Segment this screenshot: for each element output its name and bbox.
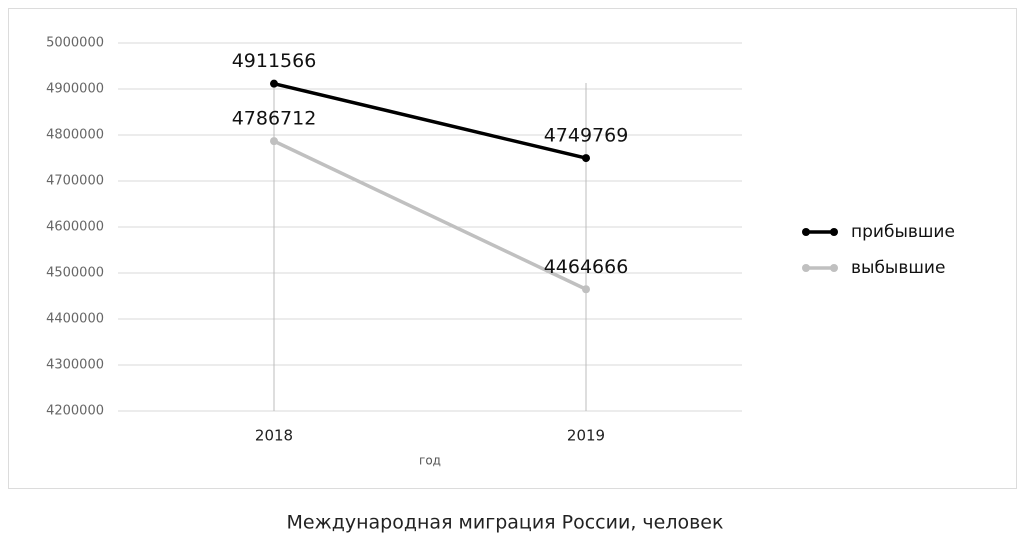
y-tick-label: 5000000 — [46, 36, 104, 51]
data-point — [582, 154, 590, 163]
legend-label: прибывшие — [851, 222, 955, 242]
legend-marker — [802, 264, 810, 272]
y-tick-label: 4800000 — [46, 128, 104, 143]
data-point — [270, 137, 278, 146]
data-label: 4911566 — [232, 50, 317, 72]
series-line — [273, 139, 587, 291]
x-axis-title: год — [419, 454, 441, 468]
y-tick-label: 4900000 — [46, 82, 104, 97]
chart-frame — [8, 8, 1017, 489]
y-tick-label: 4400000 — [46, 312, 104, 327]
y-tick-label: 4700000 — [46, 174, 104, 189]
legend-label: выбывшие — [851, 258, 945, 278]
legend-marker — [802, 228, 810, 236]
y-tick-label: 4200000 — [46, 404, 104, 419]
y-tick-label: 4600000 — [46, 220, 104, 235]
legend-marker — [830, 264, 838, 272]
series-line — [273, 81, 587, 160]
legend-marker — [830, 228, 838, 236]
x-tick-label: 2019 — [567, 427, 605, 445]
x-tick-label: 2018 — [255, 427, 293, 445]
data-point — [582, 285, 590, 294]
data-label: 4464666 — [544, 256, 629, 278]
data-label: 4749769 — [544, 125, 629, 147]
y-tick-label: 4300000 — [46, 358, 104, 373]
data-label: 4786712 — [232, 108, 317, 130]
caption: Международная миграция России, человек — [287, 512, 724, 534]
y-tick-label: 4500000 — [46, 266, 104, 281]
data-point — [270, 79, 278, 88]
